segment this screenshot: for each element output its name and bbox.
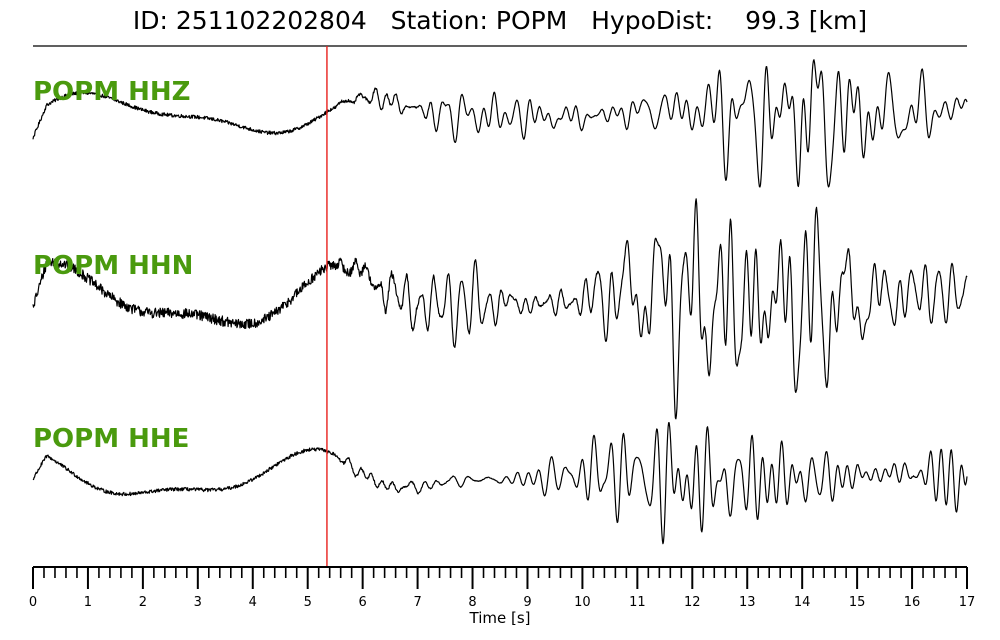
- x-tick-label: 16: [904, 595, 921, 610]
- trace-line: [32, 198, 968, 420]
- x-tick-label: 1: [84, 595, 92, 610]
- x-tick-label: 8: [468, 595, 476, 610]
- x-tick-label: 15: [849, 595, 866, 610]
- x-tick-label: 13: [739, 595, 756, 610]
- x-tick-label: 4: [249, 595, 257, 610]
- x-tick-label: 7: [413, 595, 421, 610]
- id-value: 251102202804: [175, 6, 367, 35]
- station-value: POPM: [495, 6, 568, 35]
- x-axis-title: Time [s]: [469, 609, 531, 627]
- x-tick-label: 12: [684, 595, 701, 610]
- x-tick-label: 0: [29, 595, 37, 610]
- x-tick-label: 5: [304, 595, 312, 610]
- x-tick-label: 2: [139, 595, 147, 610]
- x-tick-label: 6: [359, 595, 367, 610]
- x-tick-label: 17: [959, 595, 976, 610]
- id-label: ID:: [132, 6, 168, 35]
- trace-label: POPM HHZ: [33, 77, 191, 107]
- station-label: Station:: [390, 6, 488, 35]
- x-tick-label: 14: [794, 595, 811, 610]
- trace-line: [32, 422, 968, 545]
- x-tick-label: 3: [194, 595, 202, 610]
- x-tick-label: 10: [574, 595, 591, 610]
- hypodist-value: 99.3: [745, 6, 801, 35]
- x-tick-label: 11: [629, 595, 646, 610]
- trace-line: [32, 59, 968, 188]
- hypodist-label: HypoDist:: [591, 6, 714, 35]
- trace-label: POPM HHE: [33, 424, 189, 454]
- figure-title: ID: 251102202804 Station: POPM HypoDist:…: [0, 6, 1000, 35]
- x-tick-label: 9: [523, 595, 531, 610]
- trace-label: POPM HHN: [33, 251, 193, 281]
- hypodist-unit: [km]: [808, 6, 868, 35]
- traces-group: POPM HHZ POPM HHN POPM HHE: [32, 59, 968, 545]
